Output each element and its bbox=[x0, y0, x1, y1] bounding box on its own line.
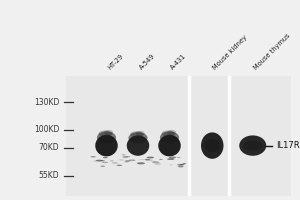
Ellipse shape bbox=[125, 156, 130, 157]
Ellipse shape bbox=[162, 130, 175, 137]
Ellipse shape bbox=[127, 135, 149, 156]
Ellipse shape bbox=[124, 161, 129, 162]
Ellipse shape bbox=[167, 130, 176, 135]
Ellipse shape bbox=[91, 156, 96, 157]
Ellipse shape bbox=[122, 156, 128, 158]
Ellipse shape bbox=[140, 159, 145, 160]
Ellipse shape bbox=[145, 159, 150, 160]
Ellipse shape bbox=[158, 135, 181, 156]
Ellipse shape bbox=[125, 160, 130, 162]
Ellipse shape bbox=[204, 139, 220, 152]
Text: HT-29: HT-29 bbox=[106, 53, 124, 71]
Ellipse shape bbox=[97, 131, 116, 143]
Ellipse shape bbox=[169, 157, 176, 158]
FancyBboxPatch shape bbox=[66, 76, 291, 196]
Ellipse shape bbox=[100, 166, 105, 167]
Ellipse shape bbox=[104, 130, 113, 135]
Ellipse shape bbox=[152, 161, 160, 163]
Ellipse shape bbox=[100, 160, 105, 161]
Ellipse shape bbox=[112, 162, 118, 164]
Ellipse shape bbox=[99, 130, 112, 137]
Ellipse shape bbox=[102, 162, 108, 163]
Ellipse shape bbox=[119, 159, 124, 161]
Text: 70KD: 70KD bbox=[39, 144, 59, 152]
Ellipse shape bbox=[122, 154, 126, 155]
Ellipse shape bbox=[128, 132, 148, 143]
Text: Mouse kidney: Mouse kidney bbox=[212, 35, 249, 71]
Ellipse shape bbox=[145, 159, 153, 161]
Ellipse shape bbox=[167, 158, 175, 160]
Ellipse shape bbox=[239, 135, 266, 156]
Ellipse shape bbox=[103, 157, 108, 158]
Text: 100KD: 100KD bbox=[34, 126, 59, 134]
Text: IL17RE: IL17RE bbox=[276, 141, 300, 150]
Text: Mouse thymus: Mouse thymus bbox=[253, 33, 291, 71]
Text: 130KD: 130KD bbox=[34, 98, 59, 107]
Ellipse shape bbox=[94, 160, 101, 162]
Ellipse shape bbox=[180, 164, 185, 165]
Ellipse shape bbox=[96, 160, 103, 161]
Ellipse shape bbox=[130, 131, 144, 137]
Ellipse shape bbox=[136, 131, 145, 136]
Text: A-431: A-431 bbox=[169, 53, 188, 71]
Ellipse shape bbox=[137, 162, 145, 164]
Ellipse shape bbox=[201, 132, 224, 159]
Ellipse shape bbox=[178, 166, 184, 167]
Ellipse shape bbox=[159, 159, 163, 160]
Ellipse shape bbox=[151, 161, 157, 162]
Ellipse shape bbox=[243, 140, 262, 151]
Ellipse shape bbox=[151, 157, 154, 158]
Ellipse shape bbox=[110, 160, 114, 161]
Ellipse shape bbox=[147, 157, 154, 158]
Text: 55KD: 55KD bbox=[39, 171, 59, 180]
Ellipse shape bbox=[177, 164, 184, 166]
Ellipse shape bbox=[177, 157, 181, 158]
Ellipse shape bbox=[108, 154, 112, 155]
Ellipse shape bbox=[128, 159, 136, 161]
Text: A-549: A-549 bbox=[138, 53, 156, 71]
Ellipse shape bbox=[183, 163, 186, 164]
Ellipse shape bbox=[154, 163, 161, 165]
Ellipse shape bbox=[160, 131, 179, 143]
Ellipse shape bbox=[116, 165, 122, 166]
Ellipse shape bbox=[95, 135, 118, 156]
